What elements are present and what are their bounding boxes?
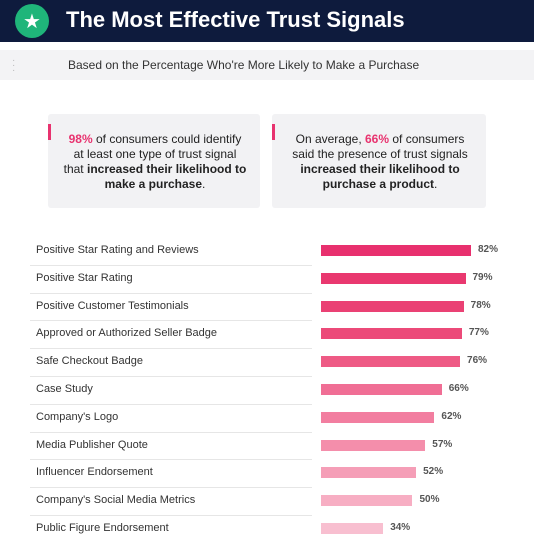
card-pre: On average, (295, 132, 365, 146)
bar (321, 495, 413, 507)
row-divider (30, 515, 312, 516)
grip-icon: · · · (12, 55, 16, 76)
value-label: 62% (441, 410, 462, 422)
card-mid: of consumers said the presence of trust … (292, 132, 468, 161)
card-accent (272, 124, 275, 140)
card-stat: 98% (68, 132, 93, 146)
bar (321, 300, 464, 312)
card-text: 98% of consumers could identify at least… (62, 132, 248, 192)
bar (321, 384, 442, 395)
bar (321, 245, 471, 256)
card-bold: increased their likelihood to purchase a… (300, 162, 460, 191)
category-label: Positive Star Rating (36, 271, 133, 284)
card-post: . (434, 177, 438, 191)
card-accent (48, 124, 51, 140)
value-label: 82% (478, 244, 499, 255)
value-label: 34% (390, 522, 411, 533)
category-label: Company's Social Media Metrics (36, 494, 196, 507)
value-label: 50% (419, 494, 440, 506)
bar (321, 467, 417, 479)
category-label: Case Study (36, 383, 93, 395)
row-divider (30, 376, 312, 377)
category-label: Approved or Authorized Seller Badge (36, 327, 218, 340)
row-divider (30, 431, 312, 433)
value-label: 78% (470, 299, 491, 311)
value-label: 66% (448, 383, 469, 394)
subtitle-bar: · · · Based on the Percentage Who're More … (0, 50, 534, 80)
stat-card-1: 98% of consumers could identify at least… (48, 114, 260, 208)
value-label: 76% (467, 355, 488, 367)
row-divider (30, 403, 312, 405)
header-bar: ★ The Most Effective Trust Signals (0, 0, 534, 42)
category-label: Public Figure Endorsement (36, 522, 169, 534)
value-label: 57% (432, 438, 453, 450)
bar (321, 411, 435, 423)
page-title: The Most Effective Trust Signals (66, 7, 405, 32)
bar (321, 356, 461, 368)
bar (321, 523, 384, 534)
value-label: 77% (468, 327, 489, 339)
category-label: Influencer Endorsement (36, 466, 153, 479)
card-mid: of consumers could identify at least one… (63, 132, 242, 176)
subtitle: Based on the Percentage Who're More Like… (68, 58, 420, 72)
row-divider (30, 348, 312, 350)
card-text: On average, 66% of consumers said the pr… (286, 132, 474, 192)
star-icon: ★ (15, 4, 49, 38)
row-divider (30, 320, 312, 322)
card-stat: 66% (364, 132, 390, 146)
bar (321, 328, 462, 340)
card-post: . (202, 177, 206, 191)
row-divider (30, 264, 312, 266)
category-label: Safe Checkout Badge (36, 355, 144, 368)
category-label: Company's Logo (36, 410, 119, 423)
stat-card-2: On average, 66% of consumers said the pr… (272, 114, 486, 208)
bar (321, 272, 466, 284)
bar (321, 439, 426, 451)
row-divider (30, 459, 312, 461)
value-label: 79% (472, 271, 493, 283)
value-label: 52% (423, 466, 444, 478)
category-label: Positive Star Rating and Reviews (36, 244, 199, 256)
category-label: Media Publisher Quote (36, 438, 148, 451)
row-divider (30, 292, 312, 294)
card-bold: increased their likelihood to make a pur… (86, 162, 247, 191)
row-divider (30, 487, 312, 489)
category-label: Positive Customer Testimonials (36, 299, 189, 312)
